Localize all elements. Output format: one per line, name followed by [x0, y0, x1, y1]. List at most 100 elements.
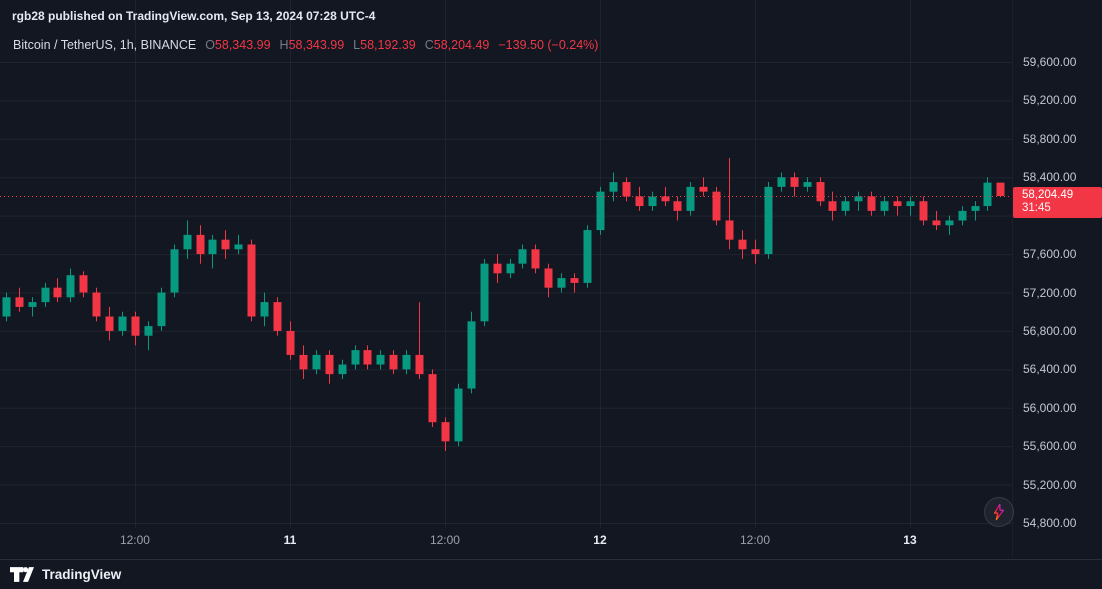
price-axis-label: 57,600.00 [1023, 247, 1077, 262]
price-scale[interactable]: 59,600.00 59,200.00 58,800.00 58,400.00 57,6… [1012, 0, 1102, 557]
candle-body [880, 201, 889, 211]
candle-body [480, 263, 489, 322]
candle-body [28, 302, 37, 307]
ohlc-high-label: H [279, 38, 289, 52]
footer-bar: TradingView [0, 559, 1102, 589]
candle-body [351, 350, 360, 365]
candle-body [208, 239, 217, 255]
time-axis-date-label: 11 [283, 533, 297, 547]
candle-body [92, 292, 101, 317]
price-axis-label: 57,200.00 [1023, 285, 1077, 300]
candle-body [712, 191, 721, 221]
price-axis-label: 55,200.00 [1023, 477, 1077, 492]
candle-body [467, 321, 476, 389]
ohlc-open-value: 58,343.99 [214, 38, 271, 52]
candle-body [312, 354, 321, 370]
time-axis-label: 12:00 [429, 533, 460, 547]
candlestick-chart[interactable] [0, 0, 1012, 557]
ohlc-high-value: 58,343.99 [288, 38, 345, 52]
ohlc-close-value: 58,204.49 [433, 38, 490, 52]
boost-button[interactable] [984, 497, 1014, 527]
candle-body [79, 275, 88, 293]
candle-body [131, 316, 140, 336]
candle-body [816, 182, 825, 202]
candle-body [376, 354, 385, 365]
current-price-badge: 58,204.49 31:45 [1013, 187, 1102, 219]
price-axis-label: 58,800.00 [1023, 131, 1077, 146]
candle-body [777, 177, 786, 187]
candle-body [725, 220, 734, 240]
current-price-value: 58,204.49 [1022, 189, 1074, 202]
candle-body [273, 302, 282, 331]
tradingview-logo-icon[interactable] [10, 567, 34, 582]
candle-body [286, 330, 295, 355]
candle-body [428, 374, 437, 423]
candle-body [518, 249, 527, 264]
time-scale[interactable]: 12:00 11 12:00 12 12:00 13 [0, 533, 1012, 553]
candle-body [648, 196, 657, 207]
candle-body [751, 249, 760, 255]
candle-body [118, 316, 127, 331]
candle-body [402, 354, 411, 370]
time-axis-label: 12:00 [739, 533, 770, 547]
price-axis-label: 58,400.00 [1023, 170, 1077, 185]
tradingview-wordmark[interactable]: TradingView [42, 567, 122, 582]
time-axis-label: 12:00 [119, 533, 150, 547]
price-axis-label: 59,200.00 [1023, 93, 1077, 108]
price-axis-label: 59,600.00 [1023, 55, 1077, 69]
candle-body [506, 263, 515, 274]
candle-body [2, 297, 11, 317]
candle-body [764, 186, 773, 255]
price-axis-label: 56,400.00 [1023, 362, 1077, 377]
candle-body [828, 201, 837, 211]
candle-body [738, 239, 747, 250]
candle-body [622, 182, 631, 197]
time-axis-date-label: 12 [593, 533, 607, 547]
candle-body [854, 196, 863, 202]
price-axis-label: 54,800.00 [1023, 516, 1077, 530]
candle-body [299, 354, 308, 370]
candle-body [389, 354, 398, 370]
candle-body [260, 302, 269, 317]
candle-body [596, 191, 605, 231]
symbol-title: Bitcoin / TetherUS, 1h, BINANCE [13, 38, 197, 52]
candle-body [686, 186, 695, 211]
candle-body [15, 297, 24, 307]
candle-body [544, 268, 553, 288]
price-axis-label: 56,800.00 [1023, 323, 1077, 338]
candle-body [221, 239, 230, 250]
candle-body [66, 275, 75, 298]
ohlc-close-label: C [424, 38, 434, 52]
candle-body [906, 201, 915, 207]
candle-body [570, 278, 579, 283]
attribution-text: rgb28 published on TradingView.com, Sep … [12, 9, 376, 23]
candle-body [157, 292, 166, 327]
ohlc-open-label: O [205, 38, 215, 52]
candle-body [583, 230, 592, 283]
candle-body [945, 220, 954, 226]
ohlc-low-label: L [353, 38, 361, 52]
price-axis-label: 56,000.00 [1023, 400, 1077, 415]
ohlc-low-value: 58,192.39 [360, 38, 416, 52]
candle-body [958, 210, 967, 221]
candle-body [493, 263, 502, 274]
candle-body [661, 196, 670, 202]
candle-body [893, 201, 902, 207]
candle-body [338, 364, 347, 375]
chart-legend: Bitcoin / TetherUS, 1h, BINANCE O58,343.9… [13, 38, 598, 52]
candle-body [919, 201, 928, 221]
candle-body [183, 234, 192, 250]
candle-body [699, 186, 708, 192]
candle-body [996, 182, 1005, 197]
candle-body [234, 244, 243, 250]
lightning-icon [993, 503, 1005, 521]
candle-body [531, 249, 540, 269]
candle-body [841, 201, 850, 211]
candle-body [971, 206, 980, 211]
candle-body [609, 182, 618, 192]
candle-body [673, 201, 682, 211]
price-axis-label: 55,600.00 [1023, 439, 1077, 454]
candle-body [415, 354, 424, 375]
candle-body [144, 326, 153, 336]
